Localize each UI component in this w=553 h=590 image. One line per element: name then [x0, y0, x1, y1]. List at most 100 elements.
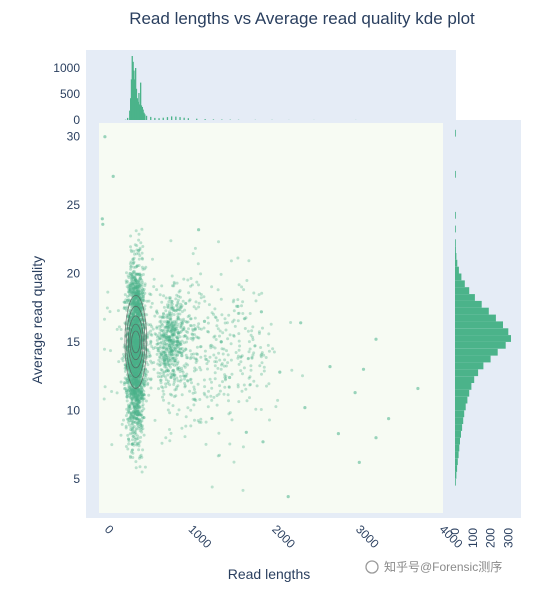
scatter-point	[136, 421, 140, 425]
scatter-point	[138, 388, 142, 392]
scatter-point	[132, 360, 136, 364]
scatter-point	[135, 379, 139, 383]
top-histogram-tick-label: 0	[73, 113, 80, 127]
scatter-point	[135, 377, 139, 381]
scatter-point	[133, 298, 136, 302]
scatter-point	[132, 391, 136, 395]
scatter-point	[136, 338, 140, 342]
scatter-point	[161, 395, 164, 399]
scatter-point	[135, 384, 138, 388]
scatter-point	[133, 275, 137, 279]
scatter-point	[134, 402, 138, 406]
scatter-point	[193, 418, 196, 422]
scatter-point	[214, 338, 218, 341]
scatter-point	[174, 394, 178, 398]
scatter-point	[227, 313, 231, 317]
scatter-point	[136, 421, 140, 425]
scatter-point	[213, 371, 217, 375]
scatter-point	[134, 341, 138, 345]
scatter-point	[135, 345, 139, 349]
scatter-point	[210, 285, 214, 289]
scatter-point	[131, 257, 135, 261]
scatter-point	[134, 281, 138, 285]
scatter-point	[135, 335, 139, 339]
scatter-point	[133, 361, 137, 364]
scatter-point	[132, 337, 136, 341]
scatter-point	[135, 327, 139, 331]
scatter-point	[132, 382, 135, 386]
watermark-logo-icon	[365, 560, 379, 574]
scatter-point	[134, 341, 137, 345]
scatter-point	[135, 370, 139, 374]
x-tick-label: 0	[102, 522, 117, 537]
scatter-point	[131, 262, 135, 266]
scatter-point	[131, 388, 135, 392]
scatter-point	[131, 328, 135, 332]
scatter-point	[134, 284, 138, 288]
scatter-point	[236, 383, 240, 387]
scatter-point	[110, 390, 114, 393]
scatter-point	[225, 321, 229, 325]
scatter-point	[218, 453, 221, 457]
scatter-point	[131, 304, 135, 308]
scatter-point	[130, 282, 134, 286]
right-histogram-bar	[455, 211, 456, 219]
scatter-point	[128, 290, 132, 294]
scatter-point	[134, 411, 138, 415]
scatter-point	[134, 364, 137, 368]
scatter-point	[274, 405, 278, 409]
scatter-point	[192, 352, 196, 356]
scatter-point	[127, 437, 130, 441]
scatter-point	[136, 289, 140, 293]
scatter-point	[135, 311, 139, 315]
top-histogram-bar	[133, 70, 135, 120]
scatter-point	[131, 426, 135, 430]
scatter-point	[136, 272, 140, 276]
scatter-point	[236, 354, 240, 358]
scatter-point	[133, 436, 137, 440]
scatter-point	[135, 289, 139, 293]
scatter-point	[139, 426, 143, 430]
scatter-point	[149, 378, 153, 382]
scatter-point	[119, 433, 123, 437]
scatter-point	[138, 393, 142, 396]
scatter-point	[137, 232, 141, 236]
scatter-point	[128, 415, 132, 419]
scatter-point	[278, 370, 282, 374]
scatter-point	[124, 281, 128, 285]
scatter-point	[126, 274, 130, 278]
scatter-point	[131, 376, 135, 380]
scatter-point	[134, 354, 138, 358]
scatter-point	[136, 361, 139, 365]
scatter-point	[149, 386, 153, 390]
scatter-point	[158, 324, 161, 328]
scatter-point	[135, 318, 139, 322]
scatter-point	[132, 285, 136, 289]
scatter-point	[139, 374, 143, 378]
scatter-point	[135, 384, 138, 388]
scatter-point	[192, 323, 196, 327]
scatter-point	[131, 281, 135, 285]
scatter-point	[136, 400, 140, 403]
scatter-point	[133, 361, 137, 365]
scatter-point	[134, 466, 138, 470]
scatter-point	[139, 318, 143, 321]
scatter-point	[132, 401, 136, 405]
scatter-point	[141, 383, 145, 387]
scatter-point	[232, 334, 236, 338]
scatter-point	[137, 343, 141, 347]
scatter-point	[131, 411, 135, 415]
scatter-point	[136, 343, 140, 347]
scatter-point	[132, 286, 136, 290]
scatter-point	[139, 276, 142, 280]
scatter-point	[144, 373, 148, 377]
scatter-point	[135, 297, 139, 300]
scatter-point	[328, 365, 332, 369]
scatter-point	[134, 416, 138, 420]
scatter-point	[222, 392, 226, 396]
scatter-point	[136, 360, 140, 364]
scatter-point	[136, 341, 140, 344]
scatter-point	[138, 302, 142, 306]
scatter-point	[192, 403, 196, 407]
